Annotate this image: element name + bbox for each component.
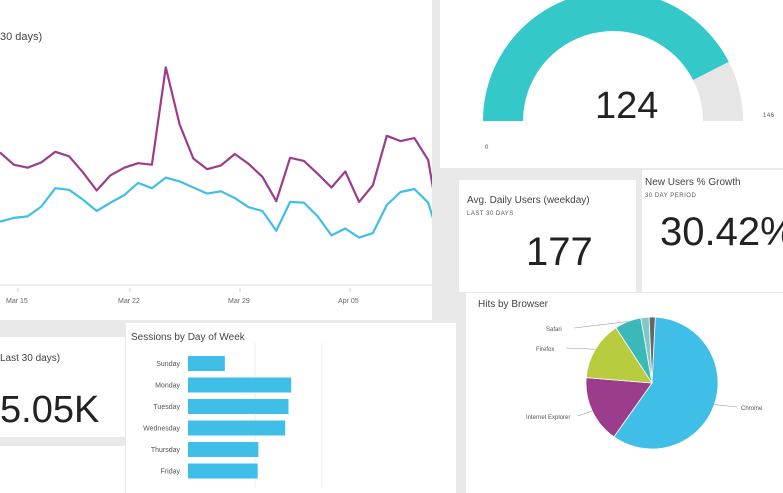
gauge-max-label: 146 [763, 113, 775, 119]
new-users-growth-tile[interactable]: New Users % Growth 30 DAY PERIOD 30.42% [642, 170, 783, 292]
last-30-days-title: Last 30 days) [0, 353, 61, 364]
bar-thursday[interactable] [188, 442, 259, 457]
gauge-chart [483, 0, 743, 121]
gauge-tile[interactable]: 124 0 146 [440, 0, 783, 168]
pie-leader-line [573, 321, 628, 329]
avg-daily-users-value: 177 [526, 230, 593, 274]
bar-label-monday: Monday [155, 383, 180, 390]
pie-label-firefox: Firefox [536, 347, 554, 353]
bar-friday[interactable] [188, 463, 258, 479]
bottom-left-tile[interactable] [0, 446, 125, 493]
line-x-tick-label: Mar 22 [118, 298, 140, 305]
pie-label-internet-explorer: Internet Explorer [526, 415, 570, 421]
avg-daily-users-subtitle: LAST 30 DAYS [467, 211, 514, 217]
pie-label-safari: Safari [546, 327, 562, 333]
pie-slice-firefox[interactable] [585, 327, 653, 384]
line-x-tick-label: Mar 29 [228, 298, 250, 305]
bar-sunday[interactable] [188, 356, 225, 371]
browser-pie-chart: Chrome Internet Explorer Firefox Safari [526, 316, 763, 450]
gauge-fill [483, 0, 729, 121]
new-users-growth-value: 30.42% [660, 210, 783, 254]
pie-slice-internet-explorer[interactable] [585, 377, 653, 438]
pie-slice-other-5[interactable] [648, 316, 656, 384]
bar-label-friday: Friday [161, 469, 181, 476]
browser-tile[interactable]: Hits by Browser Chrome Internet Explorer F… [466, 293, 783, 493]
avg-daily-users-tile[interactable]: Avg. Daily Users (weekday) LAST 30 DAYS … [459, 180, 636, 292]
gauge-min-label: 0 [485, 145, 489, 151]
line-chart-title: 30 days) [0, 31, 43, 43]
pie-slice-chrome[interactable] [613, 316, 719, 450]
pie-leader-line [577, 410, 593, 417]
pie-label-chrome: Chrome [741, 406, 763, 412]
line-x-tick-label: Apr 05 [338, 298, 359, 305]
avg-daily-users-title: Avg. Daily Users (weekday) [467, 195, 590, 206]
pie-leader-line [565, 347, 596, 350]
bar-label-thursday: Thursday [151, 447, 181, 454]
last-30-days-value: 5.05K [0, 389, 100, 431]
sessions-bar-chart: Sunday Monday Tuesday Wednesday Thursday Frid… [143, 343, 323, 488]
line-series-1 [0, 66, 432, 203]
browser-title: Hits by Browser [478, 299, 549, 310]
bar-label-tuesday: Tuesday [153, 404, 180, 411]
sessions-title: Sessions by Day of Week [131, 332, 245, 343]
gauge-value: 124 [595, 85, 659, 127]
new-users-growth-title: New Users % Growth [645, 177, 741, 188]
bar-label-sunday: Sunday [156, 361, 180, 368]
line-series-2 [0, 176, 432, 239]
sessions-tile[interactable]: Sessions by Day of Week Sunday Monday Tues… [126, 323, 456, 493]
bar-monday[interactable] [188, 377, 292, 393]
line-chart: Mar 15 Mar 22 Mar 29 Apr 05 [0, 66, 432, 305]
bar-wednesday[interactable] [188, 420, 286, 436]
last-30-days-tile[interactable]: Last 30 days) 5.05K [0, 337, 125, 437]
pie-leader-line [714, 404, 738, 408]
line-x-tick-label: Mar 15 [6, 298, 28, 305]
line-chart-tile[interactable]: 30 days) Mar 15 Mar 22 Mar 29 Apr 05 [0, 0, 432, 320]
new-users-growth-subtitle: 30 DAY PERIOD [645, 193, 697, 199]
bar-tuesday[interactable] [188, 399, 289, 414]
bar-label-wednesday: Wednesday [143, 426, 180, 433]
